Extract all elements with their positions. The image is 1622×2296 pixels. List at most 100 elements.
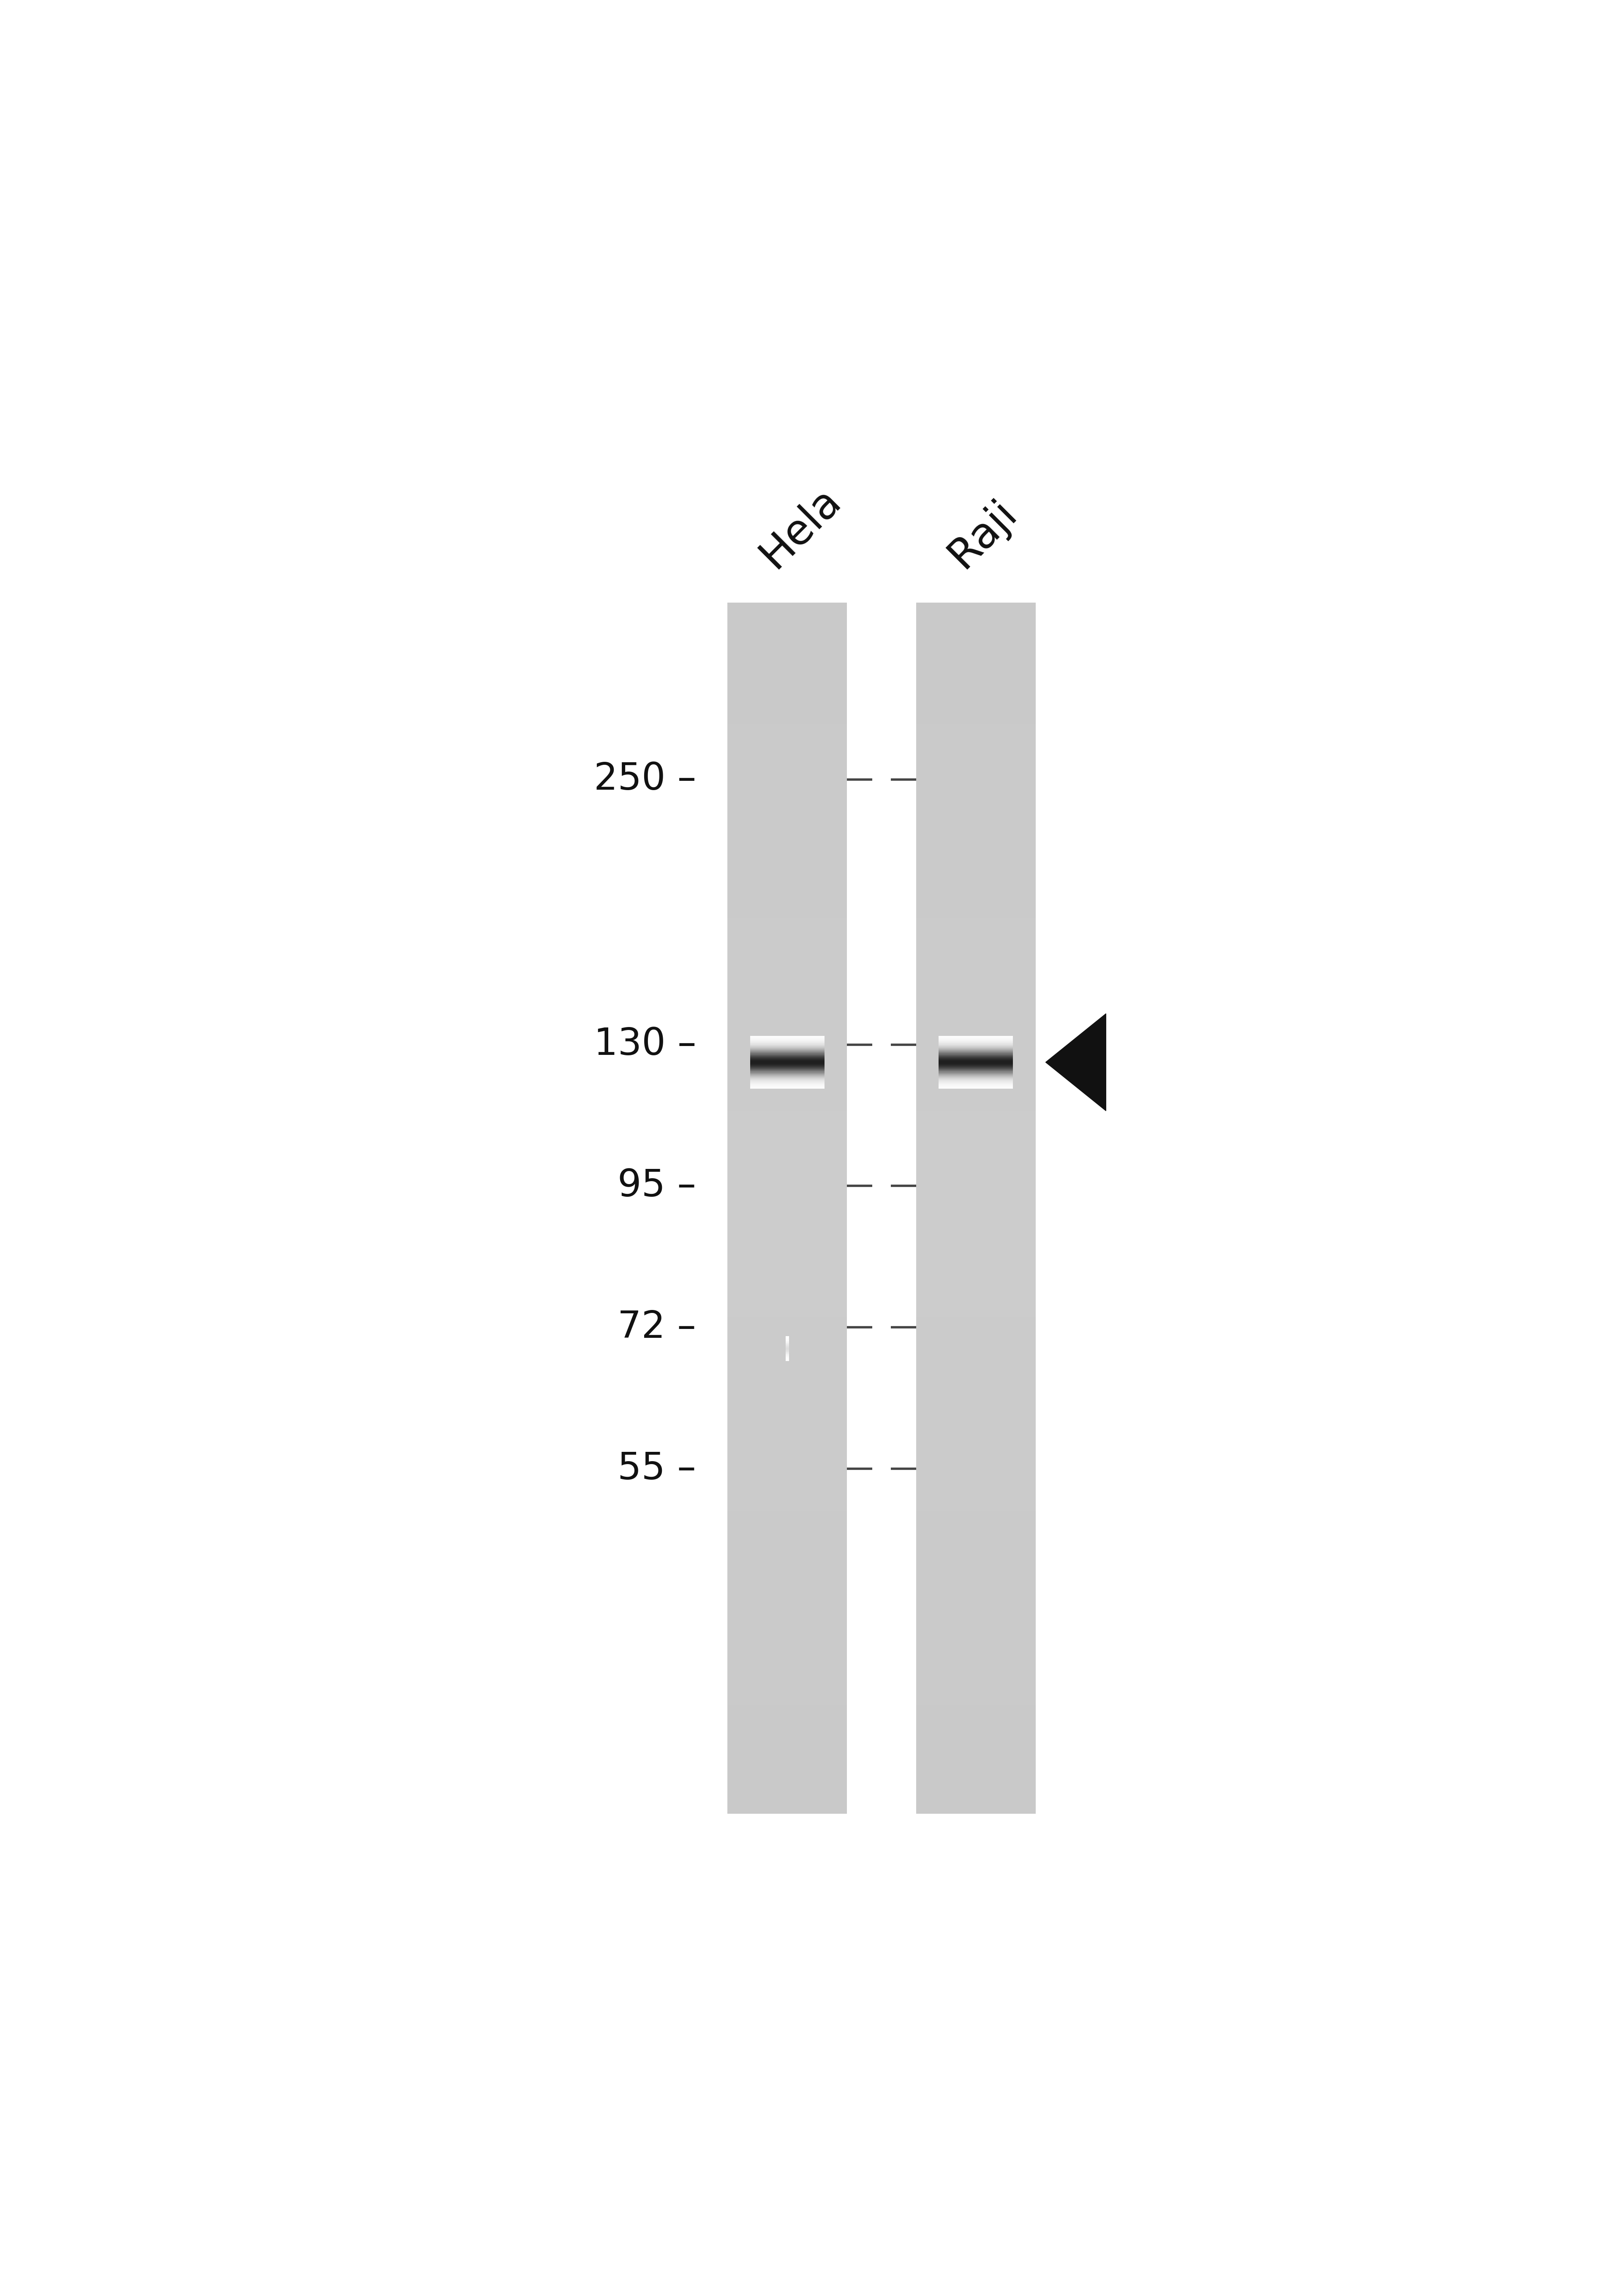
Bar <box>916 1318 1035 1329</box>
Bar <box>728 1366 847 1378</box>
Bar <box>728 1570 847 1584</box>
Bar <box>728 1644 847 1655</box>
Text: 72 –: 72 – <box>618 1309 696 1345</box>
Bar <box>916 990 1035 1003</box>
Bar <box>916 1570 1035 1584</box>
Bar <box>728 1499 847 1511</box>
Bar <box>728 1318 847 1329</box>
Bar <box>916 941 1035 953</box>
Bar <box>916 1293 1035 1304</box>
Bar <box>916 1644 1035 1655</box>
Bar <box>728 1052 847 1063</box>
Bar <box>728 748 847 760</box>
Bar <box>728 941 847 953</box>
Bar <box>916 1086 1035 1100</box>
Bar <box>728 1003 847 1015</box>
Bar <box>728 1233 847 1244</box>
Bar <box>916 1451 1035 1463</box>
Bar <box>728 978 847 990</box>
Bar <box>916 1437 1035 1451</box>
Bar <box>916 808 1035 820</box>
Bar <box>728 1015 847 1026</box>
Bar <box>728 1293 847 1304</box>
Bar <box>728 1802 847 1814</box>
Bar <box>728 1123 847 1137</box>
Bar <box>916 748 1035 760</box>
Bar <box>728 918 847 930</box>
Bar <box>728 1270 847 1281</box>
Bar <box>728 1522 847 1536</box>
Bar <box>916 1123 1035 1137</box>
Bar <box>916 1414 1035 1426</box>
Bar <box>728 1026 847 1038</box>
Bar <box>728 1403 847 1414</box>
Bar <box>916 627 1035 638</box>
Bar <box>728 1341 847 1352</box>
Bar <box>916 1669 1035 1681</box>
Bar <box>916 1522 1035 1536</box>
Bar <box>728 700 847 712</box>
Bar <box>916 1244 1035 1256</box>
Bar <box>916 1692 1035 1704</box>
Bar <box>916 1256 1035 1270</box>
Bar <box>916 1704 1035 1717</box>
Bar <box>728 808 847 820</box>
Bar <box>916 1536 1035 1548</box>
Text: 250 –: 250 – <box>594 760 696 797</box>
Bar <box>728 1789 847 1802</box>
Bar <box>728 856 847 868</box>
Bar <box>728 967 847 978</box>
Bar <box>728 1681 847 1692</box>
Bar <box>728 990 847 1003</box>
Text: 55 –: 55 – <box>618 1451 696 1488</box>
Bar <box>728 845 847 856</box>
Bar <box>728 820 847 833</box>
Bar <box>728 1148 847 1159</box>
Bar <box>728 1378 847 1389</box>
Bar <box>728 1548 847 1559</box>
Bar <box>916 1740 1035 1754</box>
Bar <box>916 1729 1035 1740</box>
Bar <box>728 953 847 967</box>
Bar <box>916 1196 1035 1208</box>
Bar <box>916 1075 1035 1086</box>
Bar <box>728 1426 847 1437</box>
Bar <box>728 760 847 771</box>
Bar <box>916 1403 1035 1414</box>
Bar <box>728 1511 847 1522</box>
Bar <box>728 1075 847 1086</box>
Bar <box>916 1717 1035 1729</box>
Bar <box>916 918 1035 930</box>
Bar <box>728 602 847 615</box>
Bar <box>728 930 847 941</box>
Bar <box>728 652 847 664</box>
Bar <box>916 978 1035 990</box>
Bar <box>728 1704 847 1717</box>
Text: 130 –: 130 – <box>594 1026 696 1063</box>
Bar <box>916 712 1035 723</box>
Bar <box>916 1003 1035 1015</box>
Bar <box>916 664 1035 675</box>
Bar <box>916 1111 1035 1123</box>
Bar <box>728 833 847 845</box>
Bar <box>728 1159 847 1171</box>
Bar <box>916 1281 1035 1293</box>
Bar <box>916 1559 1035 1570</box>
Bar <box>728 1208 847 1219</box>
Bar <box>916 1137 1035 1148</box>
Bar <box>728 723 847 735</box>
Bar <box>916 1015 1035 1026</box>
Bar <box>916 1802 1035 1814</box>
Bar <box>728 1256 847 1270</box>
Text: Raji: Raji <box>941 491 1025 576</box>
Bar <box>728 1038 847 1052</box>
Bar <box>728 1463 847 1474</box>
Bar <box>728 1111 847 1123</box>
Bar <box>916 1474 1035 1486</box>
Bar <box>916 1352 1035 1366</box>
Bar <box>728 1437 847 1451</box>
Bar <box>916 1766 1035 1777</box>
Bar <box>728 1740 847 1754</box>
Bar <box>728 868 847 882</box>
Bar <box>916 1063 1035 1075</box>
